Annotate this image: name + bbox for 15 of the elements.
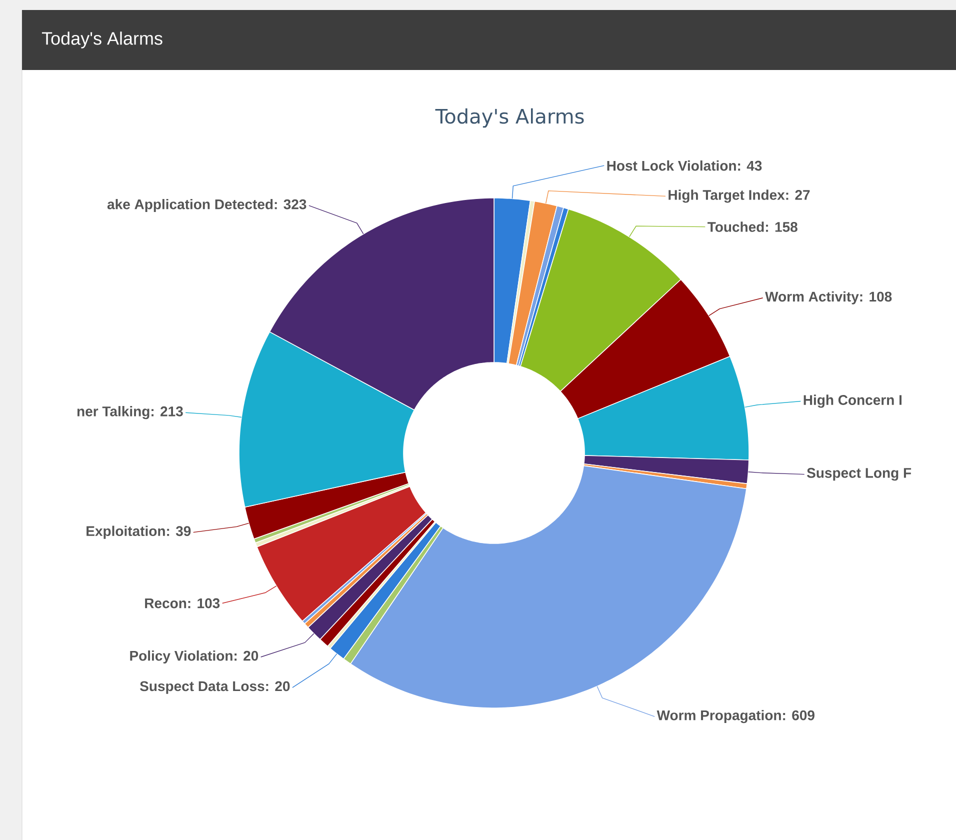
slice-label: Worm Activity: 108 (765, 291, 892, 304)
text: Today's Alarms (42, 32, 162, 48)
slice-label: ner Talking: 213 (77, 406, 183, 420)
slice-label: Exploitation: 39 (86, 526, 191, 539)
slice-label: ake Application Detected: 323 (107, 198, 306, 212)
slice-label: Suspect Long F (806, 468, 912, 481)
slice-label: Suspect Data Loss: 20 (140, 681, 290, 694)
slice-label: Worm Propagation: 609 (656, 710, 814, 724)
slice-label: High Concern I (804, 394, 902, 408)
slice-label: High Target Index: 27 (668, 190, 810, 203)
slice-label: Host Lock Violation: 43 (607, 160, 762, 171)
slice-label: Policy Violation: 20 (130, 650, 258, 664)
slice-label: Recon: 103 (145, 598, 220, 608)
chart-title: Today's Alarms (435, 108, 584, 128)
slice-label: Touched: 158 (708, 222, 798, 232)
